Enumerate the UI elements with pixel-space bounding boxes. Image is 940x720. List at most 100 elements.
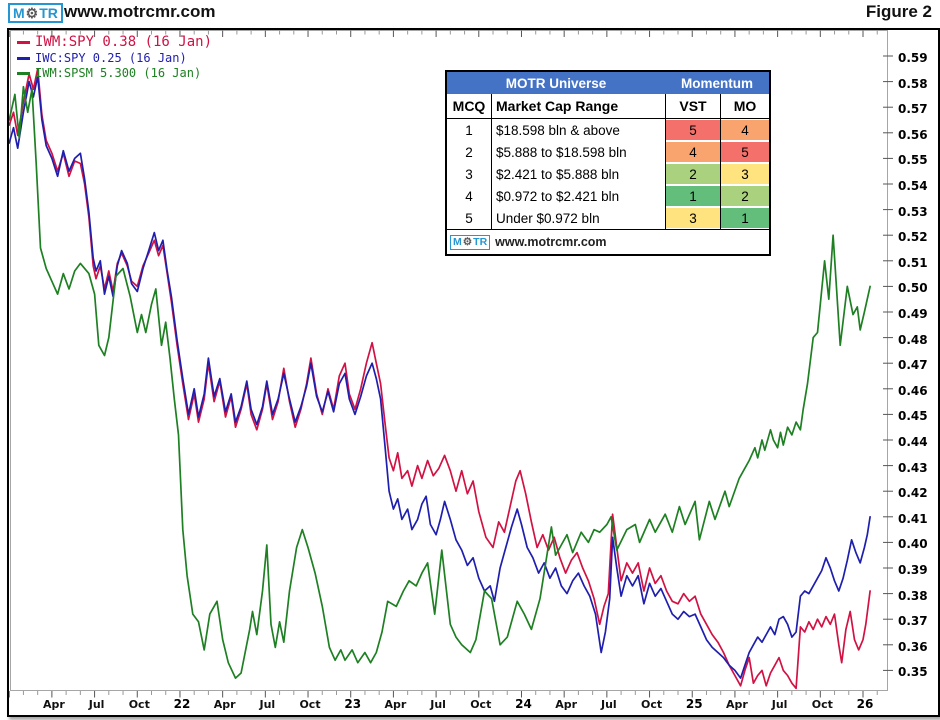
momentum-table: MOTR Universe Momentum MCQ Market Cap Ra… (445, 70, 771, 256)
table-cell: $5.888 to $18.598 bln (491, 141, 665, 163)
table-column-header-row: MCQ Market Cap Range VST MO (447, 94, 769, 119)
y-tick-label: 0.59 (898, 51, 928, 65)
legend-label: IWM:SPSM 5.300 (16 Jan) (35, 66, 202, 80)
y-tick-label: 0.40 (898, 537, 928, 552)
series-iwm-spsm (9, 85, 871, 679)
chart-canvas (9, 30, 893, 698)
x-tick-label: Jul (259, 698, 276, 711)
table-cell: 2 (720, 185, 769, 207)
x-tick-label: 26 (856, 697, 874, 711)
table-cell: 3 (465, 166, 473, 182)
logo-text-left: M (453, 235, 462, 248)
table-cell: Under $0.972 bln (491, 207, 665, 229)
y-tick-label: 0.49 (898, 307, 928, 321)
y-tick-label: 0.54 (898, 179, 928, 193)
gear-icon: ⚙ (462, 235, 473, 248)
y-tick-label: 0.52 (898, 230, 928, 245)
table-cell: 2 (665, 163, 720, 185)
column-header-mcq: MCQ (452, 98, 486, 114)
table-title-universe: MOTR Universe (505, 75, 607, 91)
x-tick-label: Jul (601, 698, 617, 711)
y-tick-label: 0.56 (898, 127, 928, 142)
y-tick-label: 0.44 (898, 435, 928, 449)
table-cell: 5 (465, 210, 473, 226)
x-tick-label: Oct (811, 698, 833, 711)
table-title-row: MOTR Universe Momentum (447, 72, 769, 94)
table-cell: $0.972 to $2.421 bln (491, 185, 665, 207)
y-tick-label: 0.45 (898, 409, 928, 424)
legend-item: IWM:SPSM 5.300 (16 Jan) (17, 66, 212, 80)
y-tick-label: 0.58 (898, 76, 928, 91)
gear-icon: ⚙ (25, 5, 39, 21)
y-tick-label: 0.47 (898, 358, 928, 373)
table-cell: 4 (465, 188, 473, 204)
x-tick-label: Jul (88, 698, 105, 711)
y-tick-label: 0.55 (898, 153, 928, 168)
y-tick-label: 0.48 (898, 332, 928, 347)
y-tick-label: 0.37 (898, 614, 928, 629)
table-cell: 1 (720, 207, 769, 229)
y-tick-label: 0.53 (898, 204, 928, 219)
x-tick-label: Oct (640, 698, 663, 711)
y-tick-label: 0.51 (898, 255, 928, 270)
table-cell: 4 (720, 119, 769, 141)
legend-swatch (17, 56, 30, 60)
x-tick-label: Oct (470, 698, 492, 711)
logo-text-right: TR (473, 235, 488, 248)
table-cell: 3 (720, 163, 769, 185)
legend-swatch (17, 71, 30, 75)
x-tick-label: Jul (430, 698, 446, 711)
y-tick-label: 0.46 (898, 383, 928, 398)
x-tick-label: Apr (384, 698, 407, 711)
x-tick-label: 24 (515, 697, 532, 711)
table-cell: 2 (465, 144, 473, 160)
x-tick-label: 22 (173, 697, 191, 711)
legend-item: IWM:SPY 0.38 (16 Jan) (17, 34, 212, 50)
table-row: 5 Under $0.972 bln 3 1 (447, 207, 769, 229)
x-tick-label: Apr (213, 698, 236, 711)
x-tick-label: Apr (726, 698, 748, 711)
chart-container: IWM:SPY 0.38 (16 Jan) IWC:SPY 0.25 (16 Ja… (7, 28, 940, 717)
y-tick-label: 0.39 (898, 563, 928, 577)
logo-text-left: M (13, 5, 25, 21)
motr-logo-small: M ⚙ TR (450, 234, 491, 250)
y-tick-label: 0.42 (898, 486, 928, 501)
table-row: 1 $18.598 bln & above 5 4 (447, 119, 769, 141)
logo-text-right: TR (39, 5, 58, 21)
x-tick-label: 23 (344, 697, 362, 711)
x-tick-label: Apr (42, 698, 65, 711)
table-cell: 1 (665, 185, 720, 207)
y-tick-label: 0.50 (898, 281, 928, 296)
legend-label: IWM:SPY 0.38 (16 Jan) (35, 34, 213, 50)
column-header-range: Market Cap Range (491, 94, 665, 118)
x-tick-label: Oct (128, 698, 150, 711)
x-tick-label: 25 (685, 697, 703, 711)
column-header-vst: VST (665, 94, 720, 118)
table-footer-row: M ⚙ TR www.motrcmr.com (447, 229, 769, 254)
table-cell: 5 (720, 141, 769, 163)
x-tick-label: Oct (299, 698, 321, 711)
legend-item: IWC:SPY 0.25 (16 Jan) (17, 51, 212, 65)
table-cell: $18.598 bln & above (491, 119, 665, 141)
y-tick-label: 0.41 (898, 511, 928, 526)
legend-swatch (17, 40, 30, 44)
table-cell: 1 (465, 122, 473, 138)
table-cell: 5 (665, 119, 720, 141)
column-header-mo: MO (720, 94, 769, 118)
figure-label: Figure 2 (865, 2, 932, 21)
series-iwc-spy (9, 75, 871, 679)
table-cell: 3 (665, 207, 720, 229)
y-tick-label: 0.35 (898, 665, 928, 680)
legend-label: IWC:SPY 0.25 (16 Jan) (35, 51, 187, 65)
x-tick-label: Jul (771, 698, 788, 711)
table-row: 4 $0.972 to $2.421 bln 1 2 (447, 185, 769, 207)
header-bar: M ⚙ TR www.motrcmr.com Figure 2 (0, 0, 940, 27)
table-footer-url: www.motrcmr.com (495, 235, 607, 249)
table-body: 1 $18.598 bln & above 5 4 2 $5.888 to $18.598… (447, 119, 769, 229)
table-title-momentum: Momentum (681, 75, 753, 91)
chart-legend: IWM:SPY 0.38 (16 Jan) IWC:SPY 0.25 (16 Ja… (17, 34, 212, 81)
y-tick-label: 0.43 (898, 460, 928, 475)
motr-logo: M ⚙ TR (8, 3, 63, 23)
x-tick-label: Apr (555, 698, 578, 711)
